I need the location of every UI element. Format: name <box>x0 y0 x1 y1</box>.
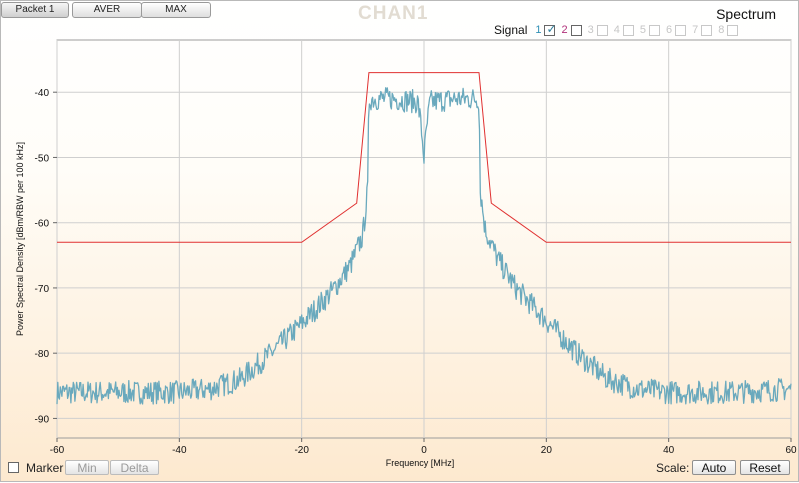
x-tick-label: -20 <box>294 445 309 456</box>
signal-number: 7 <box>692 24 699 36</box>
delta-button[interactable]: Delta <box>110 460 159 475</box>
measured-spectrum-line <box>56 87 792 405</box>
y-tick-label: -40 <box>35 88 50 99</box>
x-tick-label: 0 <box>421 445 427 456</box>
signal-1-checkbox[interactable]: ✓ <box>544 21 557 36</box>
reset-button[interactable]: Reset <box>740 460 790 475</box>
signal-number: 6 <box>665 24 673 36</box>
x-tick-label: -40 <box>172 445 187 456</box>
check-icon: ✓ <box>546 21 557 36</box>
y-tick-label: -90 <box>35 414 50 425</box>
y-tick-label: -50 <box>35 153 50 164</box>
min-button[interactable]: Min <box>65 460 109 475</box>
signal-number: 3 <box>587 24 594 36</box>
signal-toggle-1: 1 ✓ <box>535 21 557 37</box>
signal-number: 5 <box>639 24 646 36</box>
x-axis-label: Frequency [MHz] <box>386 458 455 468</box>
signal-toggle-8: 8 <box>718 24 739 36</box>
tab-max[interactable]: MAX <box>141 2 211 18</box>
signal-toggle-7: 7 <box>692 24 713 36</box>
y-axis-label: Power Spectral Density [dBm/RBW per 100 … <box>15 142 25 336</box>
signal-6-checkbox[interactable] <box>675 24 687 36</box>
auto-scale-button[interactable]: Auto <box>692 460 736 475</box>
x-tick-label: -60 <box>50 445 65 456</box>
signal-5-checkbox[interactable] <box>648 24 660 36</box>
signal-selector: Signal 1 ✓ 2 3 4 5 6 7 8 <box>494 22 744 38</box>
signal-toggle-4: 4 <box>614 24 634 36</box>
signal-toggle-2: 2 <box>561 24 582 36</box>
signal-2-checkbox[interactable] <box>570 24 582 36</box>
signal-label: Signal <box>494 23 528 37</box>
signal-toggle-6: 6 <box>665 24 687 36</box>
x-tick-label: 20 <box>541 445 553 456</box>
signal-4-checkbox[interactable] <box>622 24 634 36</box>
signal-toggle-3: 3 <box>588 24 608 36</box>
y-tick-label: -60 <box>35 219 50 230</box>
y-tick-label: -80 <box>35 349 50 360</box>
marker-label: Marker <box>26 461 64 475</box>
signal-8-checkbox[interactable] <box>727 24 739 36</box>
spectrum-mask-line <box>57 72 791 243</box>
signal-number: 4 <box>613 24 620 36</box>
panel-title: Spectrum <box>716 6 776 22</box>
signal-3-checkbox[interactable] <box>596 24 608 36</box>
marker-checkbox[interactable] <box>8 462 19 473</box>
signal-number: 1 <box>535 24 542 36</box>
signal-7-checkbox[interactable] <box>701 24 713 36</box>
signal-toggle-5: 5 <box>640 24 660 36</box>
channel-watermark: CHAN1 <box>358 3 429 24</box>
x-tick-label: 60 <box>785 445 797 456</box>
x-tick-label: 40 <box>663 445 675 456</box>
scale-label: Scale: <box>656 461 690 475</box>
tab-packet-1[interactable]: Packet 1 <box>1 2 69 18</box>
signal-number: 8 <box>718 24 725 36</box>
y-tick-label: -70 <box>35 284 50 295</box>
signal-number: 2 <box>561 24 568 36</box>
